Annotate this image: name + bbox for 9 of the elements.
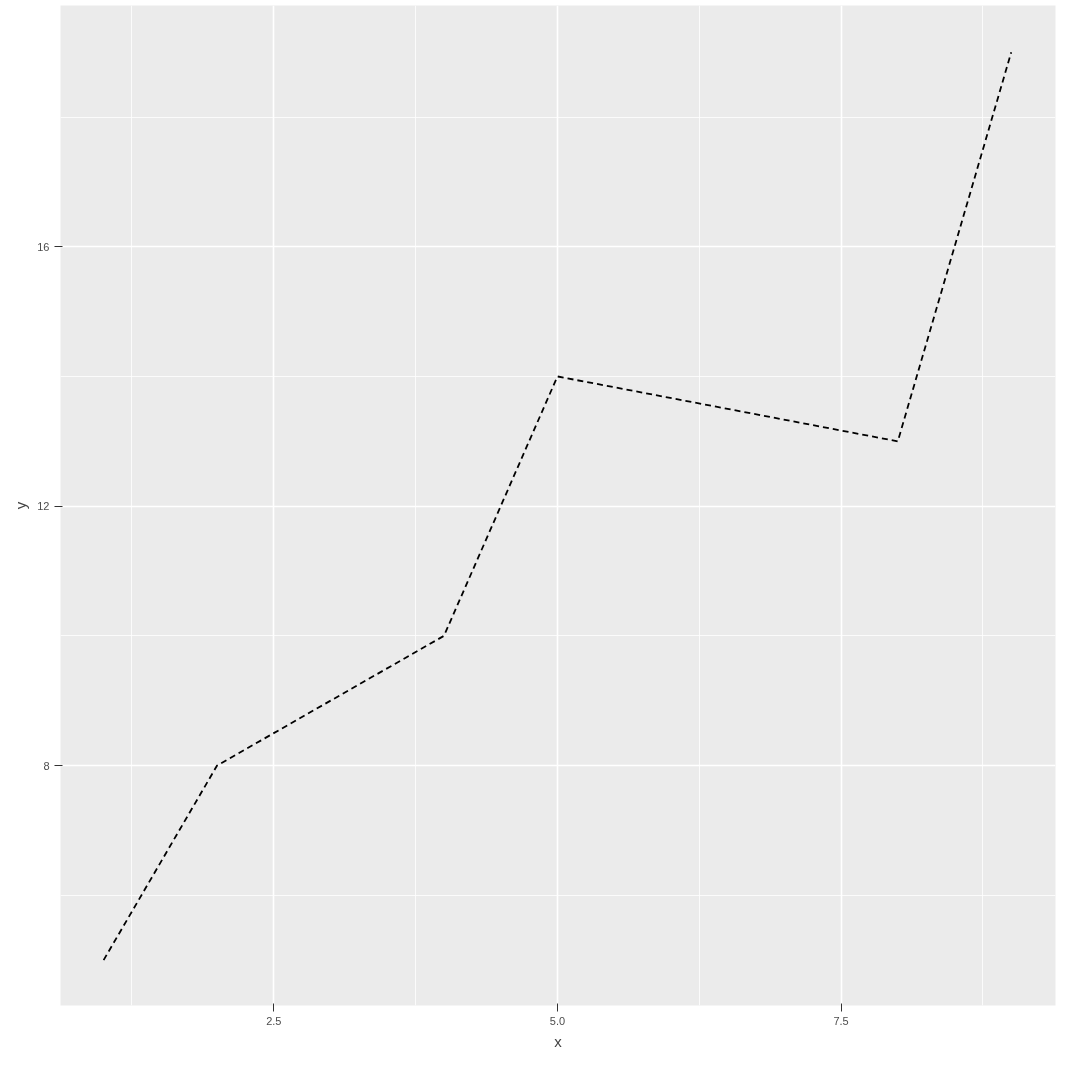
y-tick-label: 8 [43, 759, 50, 772]
y-tick-label: 16 [37, 240, 50, 253]
y-axis-title: y [12, 501, 30, 510]
line-series [102, 51, 1013, 961]
x-axis-title: x [554, 1032, 563, 1050]
x-tick-label: 5.0 [549, 1014, 566, 1027]
x-tick-label: 7.5 [833, 1014, 849, 1027]
y-tick-label: 12 [37, 500, 50, 513]
x-tick-label: 2.5 [266, 1014, 282, 1027]
